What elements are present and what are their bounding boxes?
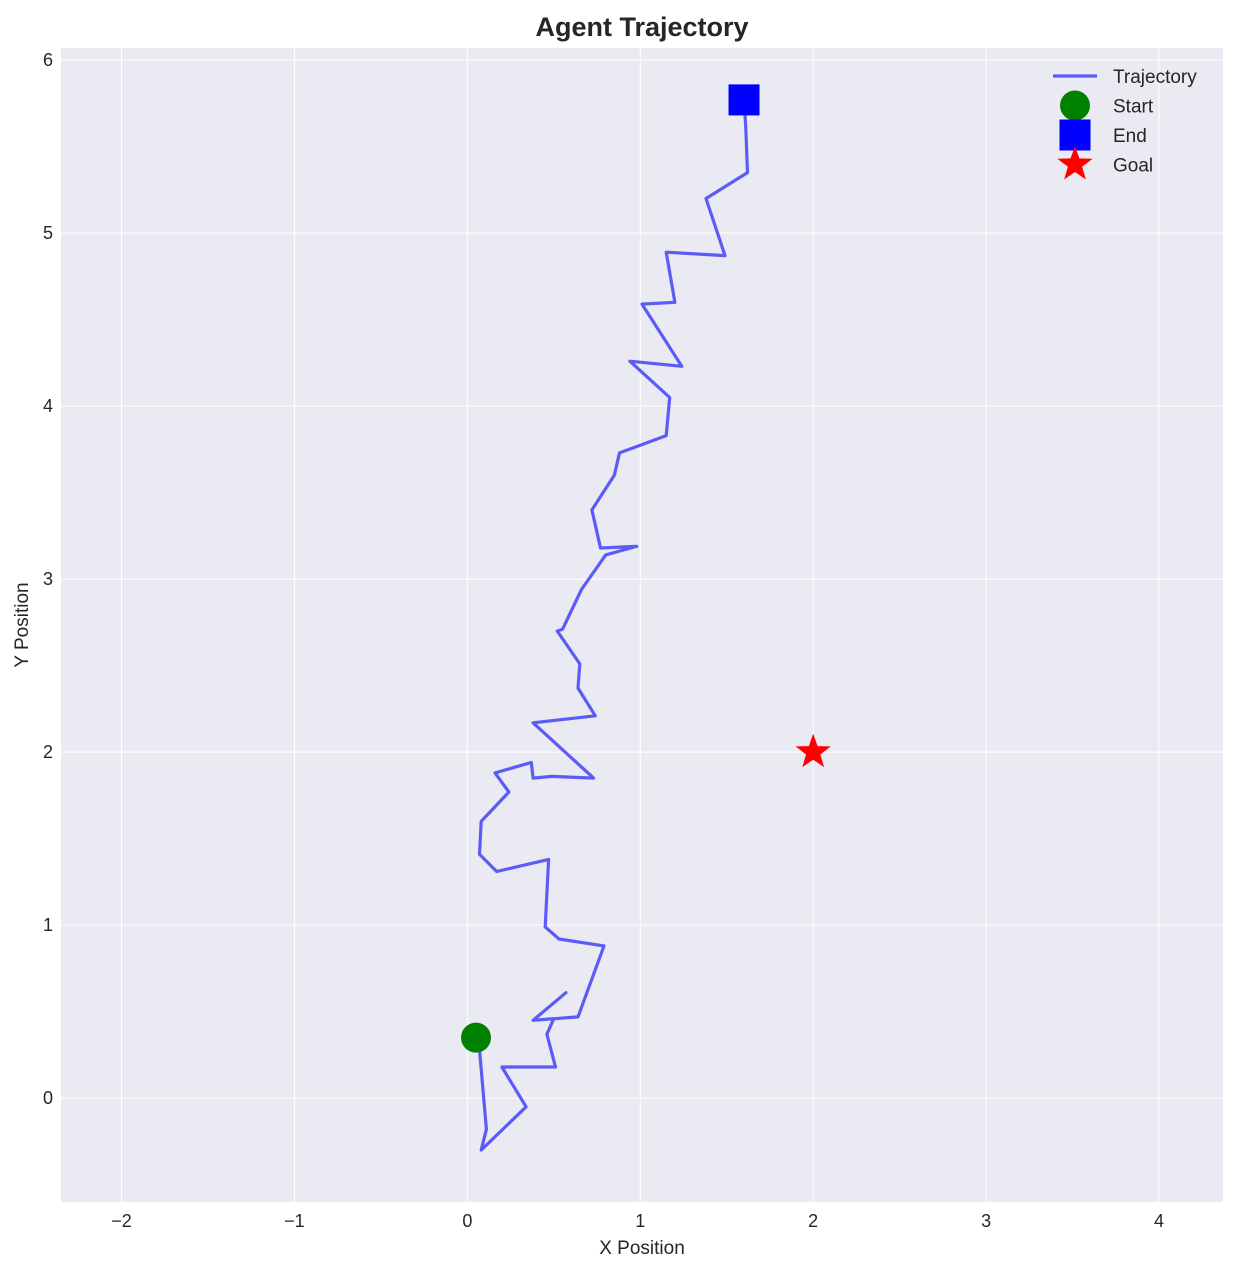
y-axis-ticks: 0 1 2 3 4 5 6	[43, 50, 53, 1108]
x-axis-ticks: −2 −1 0 1 2 3 4	[111, 1211, 1164, 1231]
x-tick-label: −2	[111, 1211, 132, 1231]
chart-title: Agent Trajectory	[535, 12, 748, 42]
y-axis-label: Y Position	[12, 582, 33, 667]
start-marker	[461, 1022, 491, 1053]
y-tick-label: 5	[43, 223, 53, 243]
y-tick-label: 0	[43, 1088, 53, 1108]
goal-marker	[795, 733, 831, 768]
x-tick-label: 1	[635, 1211, 645, 1231]
y-tick-label: 6	[43, 50, 53, 70]
y-tick-label: 4	[43, 396, 53, 416]
end-marker	[728, 84, 760, 116]
y-tick-label: 3	[43, 569, 53, 589]
legend-label: Trajectory	[1113, 67, 1197, 88]
plot-area	[61, 48, 1223, 1202]
y-tick-label: 1	[43, 915, 53, 935]
grid-lines	[61, 48, 1223, 1202]
series-line-0	[474, 98, 750, 1152]
legend-swatch-end	[1059, 119, 1091, 151]
y-tick-label: 2	[43, 742, 53, 762]
x-axis-label: X Position	[599, 1238, 685, 1259]
x-tick-label: 4	[1154, 1211, 1164, 1231]
legend: Trajectory Start End Goal	[1053, 67, 1197, 180]
x-tick-label: 2	[808, 1211, 818, 1231]
legend-label: Start	[1113, 97, 1154, 118]
legend-swatch-goal	[1057, 146, 1093, 180]
x-tick-label: −1	[284, 1211, 305, 1231]
legend-label: Goal	[1113, 156, 1153, 177]
series-layer	[474, 98, 750, 1152]
marker-layer	[461, 84, 831, 1053]
x-tick-label: 3	[981, 1211, 991, 1231]
legend-swatch-start	[1060, 90, 1090, 121]
legend-label: End	[1113, 126, 1147, 147]
x-tick-label: 0	[462, 1211, 472, 1231]
